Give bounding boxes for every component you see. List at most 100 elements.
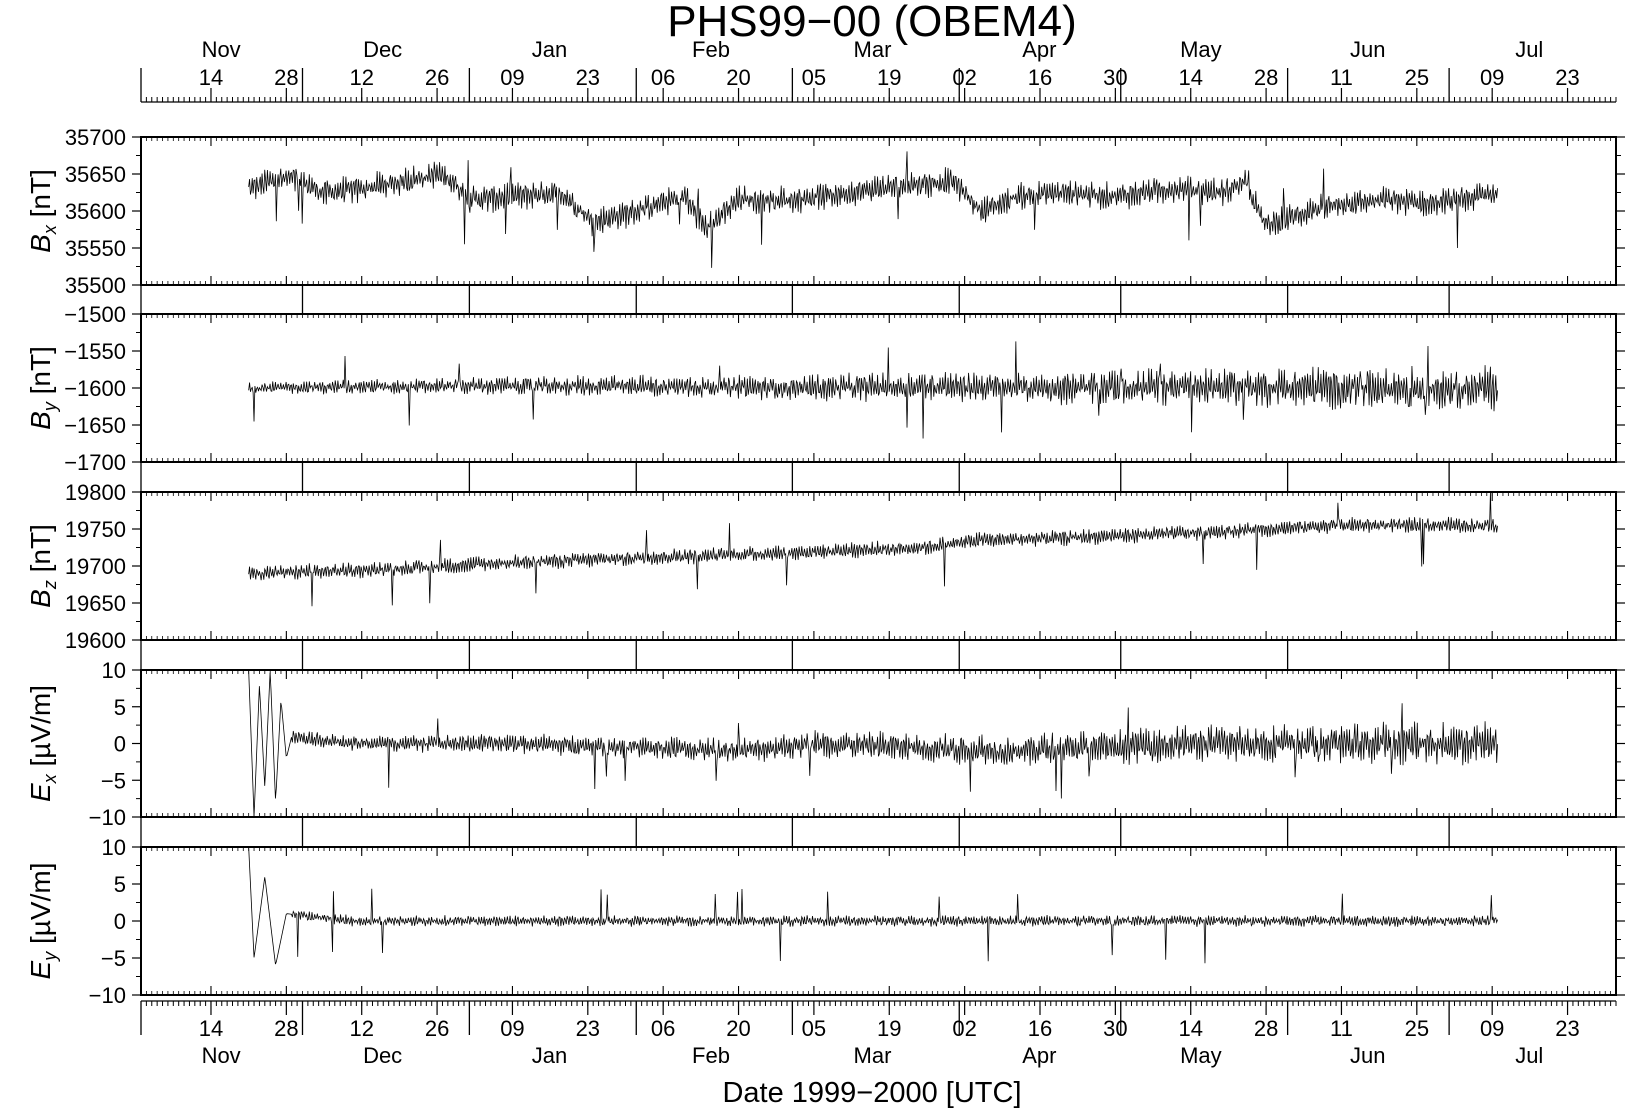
bottom-date-day-label: 28: [274, 1016, 298, 1041]
series-line-by: [248, 341, 1498, 439]
axes-group: 14 28 12 26 09 23 06 20 05 19 02 16 30 14 28 11 25 09 23No…: [25, 37, 1625, 1068]
bottom-date-day-label: 23: [1555, 1016, 1579, 1041]
y-label-unit: [nT]: [25, 524, 56, 580]
bottom-date-day-label: 14: [1178, 1016, 1202, 1041]
y-label-symbol: B: [25, 411, 56, 430]
top-date-month-label: Dec: [363, 37, 402, 62]
y-tick-label: 10: [102, 835, 126, 860]
top-date-month-label: Jul: [1515, 37, 1543, 62]
bottom-date-day-label: 11: [1330, 1016, 1353, 1041]
y-label-symbol: E: [25, 783, 56, 802]
bottom-date-month-label: Apr: [1022, 1043, 1056, 1068]
bottom-date-day-label: 09: [500, 1016, 524, 1041]
y-tick-label: 19750: [65, 517, 126, 542]
panel-frame: [140, 491, 1617, 641]
top-date-day-label: 28: [274, 65, 298, 90]
y-tick-label: 19650: [65, 591, 126, 616]
top-date-day-label: 12: [349, 65, 373, 90]
y-tick-label: −1600: [64, 376, 126, 401]
y-tick-label: 0: [114, 909, 126, 934]
bottom-date-month-label: Jan: [532, 1043, 567, 1068]
y-axis-label: Ex [µV/m]: [25, 685, 60, 802]
x-axis-label: Date 1999−2000 [UTC]: [722, 1077, 1021, 1109]
bottom-date-month-label: Nov: [202, 1043, 241, 1068]
top-date-day-label: 02: [952, 65, 976, 90]
top-date-day-label: 09: [500, 65, 524, 90]
top-date-day-label: 26: [425, 65, 449, 90]
bottom-date-day-label: 25: [1405, 1016, 1429, 1041]
y-label-subscript: z: [40, 580, 60, 590]
y-tick-label: −1550: [64, 339, 126, 364]
y-tick-label: −1700: [64, 450, 126, 475]
top-date-month-label: Jan: [532, 37, 567, 62]
bottom-date-day-label: 16: [1028, 1016, 1052, 1041]
y-tick-label: −1500: [64, 302, 126, 327]
y-tick-label: −1650: [64, 413, 126, 438]
y-tick-label: 35700: [65, 125, 126, 150]
y-tick-label: 35550: [65, 236, 126, 261]
bottom-date-day-label: 26: [425, 1016, 449, 1041]
y-tick-label: 35650: [65, 162, 126, 187]
y-tick-label: 35500: [65, 273, 126, 298]
y-axis-label: Bx [nT]: [25, 169, 60, 253]
bottom-date-day-label: 05: [802, 1016, 826, 1041]
top-date-day-label: 05: [802, 65, 826, 90]
y-tick-label: −5: [101, 946, 126, 971]
y-tick-label: 19600: [65, 628, 126, 653]
top-date-month-label: May: [1180, 37, 1222, 62]
top-date-day-label: 14: [199, 65, 223, 90]
y-axis-label: Ey [µV/m]: [25, 863, 60, 980]
top-date-month-label: Apr: [1022, 37, 1056, 62]
bottom-date-month-label: May: [1180, 1043, 1222, 1068]
bottom-date-day-label: 30: [1103, 1016, 1127, 1041]
y-axis-label: Bz [nT]: [25, 524, 60, 608]
y-label-subscript: x: [40, 224, 60, 235]
bottom-date-month-label: Jun: [1350, 1043, 1385, 1068]
y-tick-label: 5: [114, 872, 126, 897]
y-label-symbol: E: [25, 960, 56, 979]
y-label-unit: [µV/m]: [25, 685, 56, 774]
series-line-ex: [248, 669, 1498, 817]
series-line-bz: [248, 491, 1498, 607]
y-label-unit: [nT]: [25, 346, 56, 402]
y-tick-label: 5: [114, 695, 126, 720]
y-axis-label: By [nT]: [25, 346, 60, 430]
y-tick-label: 19800: [65, 480, 126, 505]
top-date-day-label: 28: [1254, 65, 1278, 90]
top-date-day-label: 09: [1480, 65, 1504, 90]
bottom-date-day-label: 06: [651, 1016, 675, 1041]
y-label-subscript: y: [40, 401, 60, 413]
top-date-day-label: 25: [1405, 65, 1429, 90]
top-date-month-label: Jun: [1350, 37, 1385, 62]
chart-title: PHS99−00 (OBEM4): [667, 0, 1077, 46]
y-tick-label: −10: [89, 983, 126, 1008]
y-label-unit: [µV/m]: [25, 863, 56, 952]
bottom-date-month-label: Dec: [363, 1043, 402, 1068]
top-date-day-label: 23: [1555, 65, 1579, 90]
y-label-symbol: B: [25, 589, 56, 608]
top-date-day-label: 11: [1330, 65, 1353, 90]
bottom-date-month-label: Feb: [692, 1043, 730, 1068]
top-date-month-label: Feb: [692, 37, 730, 62]
y-tick-label: −5: [101, 768, 126, 793]
bottom-date-day-label: 02: [952, 1016, 976, 1041]
panel-ey: −10 −5 0 5 10 Ey [µV/m]: [25, 817, 1625, 1008]
panel-frame: [140, 136, 1617, 286]
panel-ex: −10 −5 0 5 10 Ex [µV/m]: [25, 640, 1625, 830]
top-date-day-label: 19: [877, 65, 901, 90]
y-tick-label: 35600: [65, 199, 126, 224]
top-date-day-label: 16: [1028, 65, 1052, 90]
top-date-month-label: Mar: [854, 37, 892, 62]
y-label-subscript: x: [40, 773, 60, 784]
y-tick-label: 19700: [65, 554, 126, 579]
bottom-date-day-label: 28: [1254, 1016, 1278, 1041]
series-line-ey: [248, 846, 1498, 965]
bottom-date-day-label: 12: [349, 1016, 373, 1041]
top-date-day-label: 14: [1178, 65, 1202, 90]
top-date-day-label: 06: [651, 65, 675, 90]
bottom-date-month-label: Jul: [1515, 1043, 1543, 1068]
